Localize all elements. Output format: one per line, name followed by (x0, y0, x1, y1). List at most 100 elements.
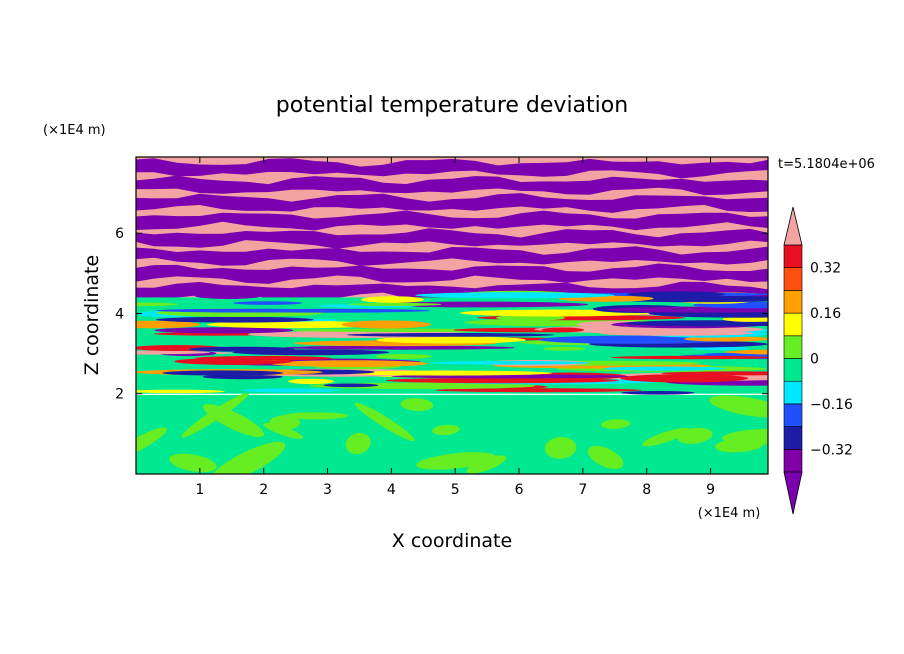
colorbar-tick-label: −0.16 (810, 397, 853, 413)
upper-band (136, 210, 768, 231)
y-tick-label: 6 (115, 226, 124, 242)
lower-blob (209, 441, 286, 474)
upper-band (136, 193, 768, 213)
y-axis: 2 4 6 (115, 226, 768, 403)
x-tick-label: 5 (451, 482, 460, 498)
colorbar-segment (783, 426, 803, 450)
mixed-streak (610, 355, 768, 360)
mixed-streak (189, 346, 295, 352)
x-tick-label: 2 (259, 482, 268, 498)
time-label: t=5.1804e+06 (778, 157, 875, 172)
mixed-streak (435, 388, 642, 393)
y-tick-label: 2 (115, 387, 124, 403)
upper-band (136, 175, 768, 196)
colorbar-segment (783, 380, 803, 405)
lower-blob (587, 445, 624, 470)
x-tick-label: 7 (578, 482, 587, 498)
colorbar (783, 206, 803, 515)
lower-blob (345, 432, 371, 455)
mixed-streak (347, 302, 442, 306)
colorbar-segment (783, 448, 803, 473)
mixed-streak (603, 366, 726, 371)
x-tick-label: 4 (387, 482, 396, 498)
mixed-streak (136, 302, 179, 307)
lower-blob (722, 428, 768, 445)
y-axis-label: Z coordinate (81, 255, 103, 375)
colorbar-segment (783, 312, 803, 337)
mixed-streak (538, 335, 733, 344)
lower-blob (203, 404, 265, 438)
mixed-streak (541, 327, 585, 333)
mixed-streak (620, 374, 749, 383)
mixed-streak (232, 301, 303, 305)
mixed-streak (288, 378, 335, 385)
mixed-streak (415, 292, 615, 299)
upper-band (136, 263, 768, 284)
colorbar-segment (783, 335, 803, 359)
upper-band (136, 228, 768, 249)
lower-blob (601, 419, 631, 429)
colorbar-segment (783, 358, 803, 382)
colorbar-tick-label: 0.32 (810, 261, 841, 277)
mixed-streak (429, 361, 592, 365)
lower-blob (169, 453, 217, 473)
mixed-streak (154, 327, 294, 334)
mixed-streak (136, 389, 225, 394)
mixed-streak (374, 353, 433, 359)
x-axis-label: X coordinate (392, 530, 512, 552)
mixed-streak (623, 320, 768, 327)
lower-blob (432, 424, 460, 436)
mixed-streak (360, 296, 424, 303)
colorbar-upper-extension (783, 206, 803, 246)
x-axis: 1 2 3 4 5 6 7 8 9 (195, 157, 715, 498)
mixed-streak (376, 336, 526, 344)
x-unit-label: (×1E4 m) (698, 506, 761, 521)
lower-blob (283, 412, 349, 420)
colorbar-segment (783, 403, 803, 427)
plot-frame (135, 156, 769, 475)
colorbar-tick-label: 0.16 (810, 306, 841, 322)
mixed-streak (692, 346, 750, 351)
colorbar-segment (783, 267, 803, 291)
mixed-streak (194, 356, 332, 361)
mixed-streak (724, 349, 768, 355)
colorbar-lower-extension (783, 471, 803, 515)
lower-blob (262, 422, 304, 439)
lower-blob (544, 436, 577, 459)
lower-blob (136, 427, 167, 459)
colorbar-segment (783, 244, 803, 269)
mixed-streak (156, 308, 343, 313)
mixed-streak (241, 388, 341, 393)
colorbar-tick-label: −0.32 (810, 442, 853, 458)
mixed-streak (270, 360, 428, 367)
mixed-streak (620, 391, 695, 395)
mixed-streak (136, 350, 211, 355)
heatmap-field (136, 157, 768, 474)
lower-blob (709, 395, 768, 418)
mixed-streak (543, 346, 586, 351)
mixed-streak (341, 320, 432, 329)
lower-blob (400, 398, 434, 412)
mixed-streak (626, 291, 726, 298)
colorbar-ticks: 0.32 0.16 0 −0.16 −0.32 (810, 261, 853, 459)
mixed-streak (346, 333, 555, 337)
x-tick-label: 3 (323, 482, 332, 498)
lower-blob (642, 427, 690, 447)
y-tick-label: 4 (115, 306, 124, 322)
mixed-streak (684, 336, 768, 342)
mixed-streak (155, 316, 314, 323)
x-tick-label: 1 (195, 482, 204, 498)
lower-blob (354, 402, 415, 441)
chart-title: potential temperature deviation (276, 93, 628, 118)
mixed-streak (722, 316, 768, 322)
mixed-streak (345, 370, 552, 376)
mixed-streak (136, 320, 201, 329)
mixed-streak (367, 301, 589, 308)
mixed-streak (661, 371, 768, 376)
mixed-streak (284, 345, 515, 350)
mixed-streak (206, 320, 382, 329)
colorbar-segment (783, 290, 803, 314)
y-unit-label: (×1E4 m) (43, 123, 106, 138)
lower-blob (466, 455, 507, 474)
